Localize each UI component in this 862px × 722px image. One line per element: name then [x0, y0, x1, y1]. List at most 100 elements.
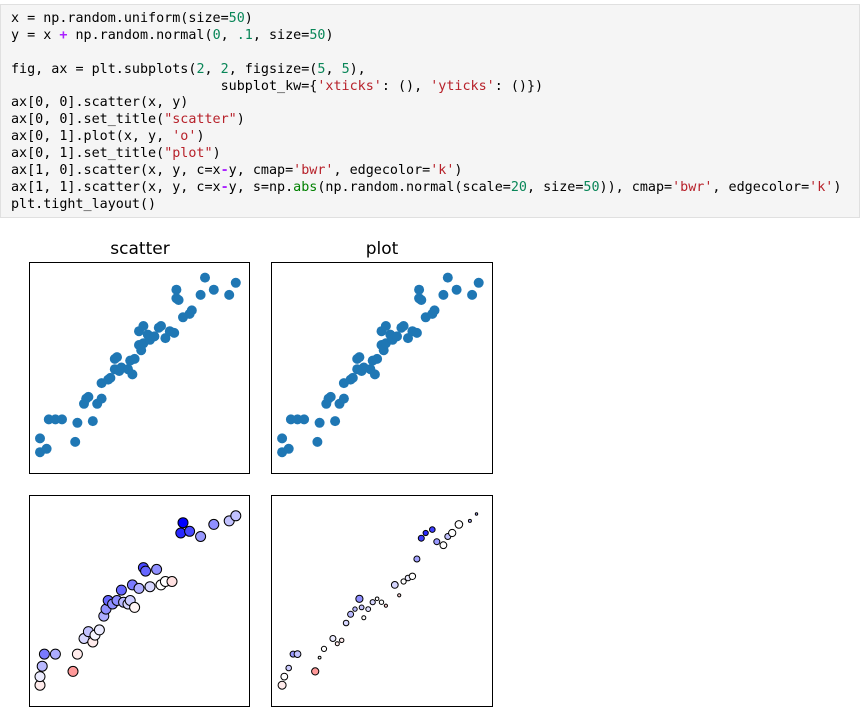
code-token: y, cmap=: [228, 163, 294, 179]
data-point: [339, 637, 345, 643]
data-point: [414, 284, 425, 295]
code-token: ): [236, 112, 245, 128]
data-point: [411, 327, 422, 338]
data-point: [314, 417, 325, 428]
data-point: [299, 414, 310, 425]
code-line: plt.tight_layout(): [11, 197, 859, 214]
data-point: [115, 584, 127, 596]
code-token: 50: [309, 27, 326, 43]
code-line: ax[0, 0].scatter(x, y): [11, 95, 859, 112]
data-point: [342, 619, 350, 627]
code-token: ): [833, 179, 842, 195]
code-token: 0: [212, 27, 221, 43]
code-token: ),: [349, 61, 366, 77]
data-point: [438, 289, 449, 300]
code-editor[interactable]: x = np.random.uniform(size=50) y = x + np…: [1, 5, 859, 214]
data-point: [177, 517, 189, 529]
data-point: [151, 563, 163, 575]
code-line: ax[1, 0].scatter(x, y, c=x-y, cmap='bwr'…: [11, 163, 859, 180]
data-point: [138, 321, 149, 331]
axes-scatter-sized: [271, 495, 493, 707]
code-token: ax[0, 1].set_title(: [11, 146, 165, 162]
data-point: [133, 582, 145, 594]
code-token: 'k': [430, 163, 455, 179]
code-token: ): [244, 11, 253, 26]
code-token: , figsize=(: [228, 61, 318, 77]
data-point: [93, 624, 105, 636]
data-point: [330, 416, 341, 427]
data-point: [96, 393, 107, 404]
data-point: [439, 541, 448, 550]
data-point: [448, 528, 457, 538]
code-token: "plot": [164, 146, 213, 162]
code-token: 'bwr': [293, 163, 334, 179]
data-point: [380, 321, 391, 331]
axes-scatter-colored: [29, 495, 250, 707]
data-point: [285, 664, 293, 672]
data-point: [230, 277, 241, 288]
data-point: [408, 572, 417, 580]
code-token: subplot_kw={: [11, 78, 318, 94]
data-point: [277, 433, 288, 444]
code-token: ,: [204, 61, 221, 77]
data-point: [277, 680, 287, 690]
data-point: [442, 272, 453, 283]
code-token: , size=: [252, 27, 310, 43]
data-point: [41, 443, 52, 454]
data-point: [372, 353, 383, 364]
code-token: (np.random.normal(scale=: [317, 179, 511, 195]
code-token: 20: [510, 179, 527, 195]
code-token: ax[0, 0].scatter(x, y): [11, 95, 189, 111]
data-point: [474, 512, 479, 516]
data-point: [473, 277, 484, 288]
data-point: [149, 331, 160, 342]
data-point: [34, 671, 46, 683]
data-point: [156, 321, 166, 331]
title-plot: plot: [366, 239, 399, 259]
axes-plot: [271, 262, 493, 474]
data-point: [38, 648, 50, 660]
data-point: [49, 648, 61, 660]
data-point: [195, 531, 207, 542]
data-point: [127, 369, 138, 380]
data-point: [347, 610, 355, 618]
code-token: 50: [228, 11, 245, 26]
data-point: [352, 606, 358, 612]
code-token: 'o': [172, 129, 197, 145]
code-token: ax[0, 0].set_title(: [11, 112, 165, 128]
data-point: [200, 272, 210, 283]
data-point: [355, 594, 364, 603]
code-token: +: [59, 27, 68, 43]
data-point: [175, 527, 187, 539]
code-line: ax[0, 0].set_title("scatter"): [11, 112, 859, 129]
data-point: [71, 648, 83, 660]
code-token: ): [196, 129, 205, 145]
data-point: [311, 667, 320, 676]
data-point: [70, 436, 81, 447]
code-token: ): [325, 27, 334, 43]
data-point: [347, 372, 358, 383]
data-point: [280, 672, 289, 681]
data-point: [400, 578, 407, 585]
data-point: [320, 645, 328, 652]
code-token: x = np.random.uniform(size=: [11, 11, 229, 26]
data-point: [397, 593, 402, 598]
data-point: [72, 417, 83, 428]
code-token: )), cmap=: [599, 179, 673, 195]
code-token: abs: [293, 179, 318, 195]
code-cell[interactable]: x = np.random.uniform(size=50) y = x + np…: [0, 4, 860, 218]
axes-frame: [271, 262, 493, 474]
data-point: [87, 416, 98, 427]
data-point: [429, 526, 436, 533]
data-point: [398, 321, 409, 331]
code-token: 2: [196, 61, 205, 77]
data-point: [467, 289, 478, 300]
data-point: [208, 284, 219, 295]
data-point: [334, 641, 340, 647]
code-token: ax[1, 1].scatter(x, y, c=x: [11, 179, 221, 195]
code-token: ,: [325, 61, 342, 77]
data-point: [392, 331, 402, 342]
data-point: [140, 565, 152, 577]
data-point: [365, 606, 372, 613]
data-point: [361, 615, 367, 621]
